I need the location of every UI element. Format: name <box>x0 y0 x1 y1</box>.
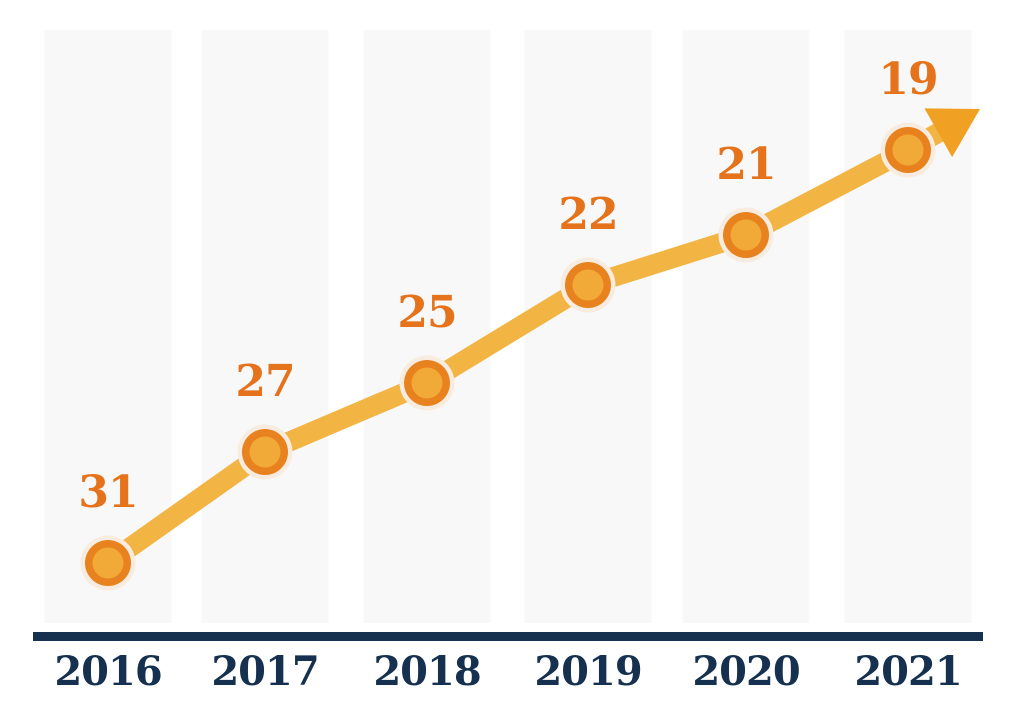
data-point-marker <box>730 219 762 251</box>
trend-arrow-head-icon <box>924 108 980 158</box>
year-band <box>682 30 810 623</box>
x-axis-line <box>33 632 983 641</box>
data-point-marker <box>249 436 281 468</box>
year-band <box>524 30 652 623</box>
data-point-marker <box>411 367 443 399</box>
data-point-marker <box>572 269 604 301</box>
data-point-marker <box>892 134 924 166</box>
year-band <box>201 30 329 623</box>
data-point-marker <box>92 547 124 579</box>
year-band <box>363 30 491 623</box>
